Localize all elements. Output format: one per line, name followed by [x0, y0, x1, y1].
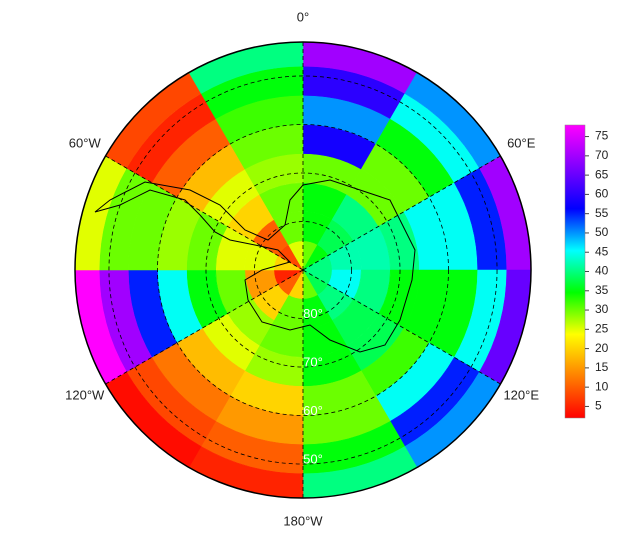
- colorbar-tick-label: 5: [595, 399, 602, 413]
- colorbar-tick-label: 45: [595, 244, 609, 258]
- graticule: [105, 42, 501, 498]
- lon-label: 120°W: [65, 387, 105, 402]
- lon-label: 180°W: [283, 513, 323, 528]
- colorbar-scale: [564, 124, 586, 419]
- colorbar-tick-label: 75: [595, 129, 609, 143]
- colorbar-tick-label: 70: [595, 148, 609, 162]
- lat-label: 70°: [303, 354, 323, 369]
- colorbar-tick-label: 35: [595, 283, 609, 297]
- parallel: [254, 221, 352, 319]
- coastline: [94, 179, 416, 353]
- colorbar-tick-label: 50: [595, 225, 609, 239]
- colorbar-tick-label: 60: [595, 187, 609, 201]
- lat-label: 80°: [303, 306, 323, 321]
- colorbar-tick-label: 15: [595, 360, 609, 374]
- labels: 0° 60°E 120°E 180°W 120°W 60°W 80° 70° 60° 50°: [65, 9, 539, 528]
- colorbar-tick-label: 25: [595, 322, 609, 336]
- colorbar-tick-label: 10: [595, 379, 609, 393]
- colorbar-tick-label: 20: [595, 341, 609, 355]
- lon-label: 0°: [297, 9, 309, 24]
- parallel: [205, 172, 401, 368]
- colorbar-tick-label: 55: [595, 206, 609, 220]
- meridian: [105, 155, 304, 271]
- meridian: [302, 155, 501, 271]
- colorbar-tick-label: 30: [595, 302, 609, 316]
- lon-label: 60°W: [69, 135, 102, 150]
- parallel: [157, 124, 449, 416]
- lat-label: 50°: [303, 451, 323, 466]
- parallel: [108, 75, 498, 465]
- lon-label: 60°E: [507, 135, 536, 150]
- heatmap: [74, 41, 532, 499]
- meridian: [302, 269, 501, 385]
- map-border: [74, 41, 532, 499]
- lat-label: 60°: [303, 403, 323, 418]
- lon-label: 120°E: [503, 387, 539, 402]
- meridian: [105, 269, 304, 385]
- colorbar-tick-label: 40: [595, 264, 609, 278]
- colorbar-tick-label: 65: [595, 167, 609, 181]
- colorbar: 5 10 15 20 25 30 35 40 45 50 55 60 65 70 75: [564, 124, 609, 419]
